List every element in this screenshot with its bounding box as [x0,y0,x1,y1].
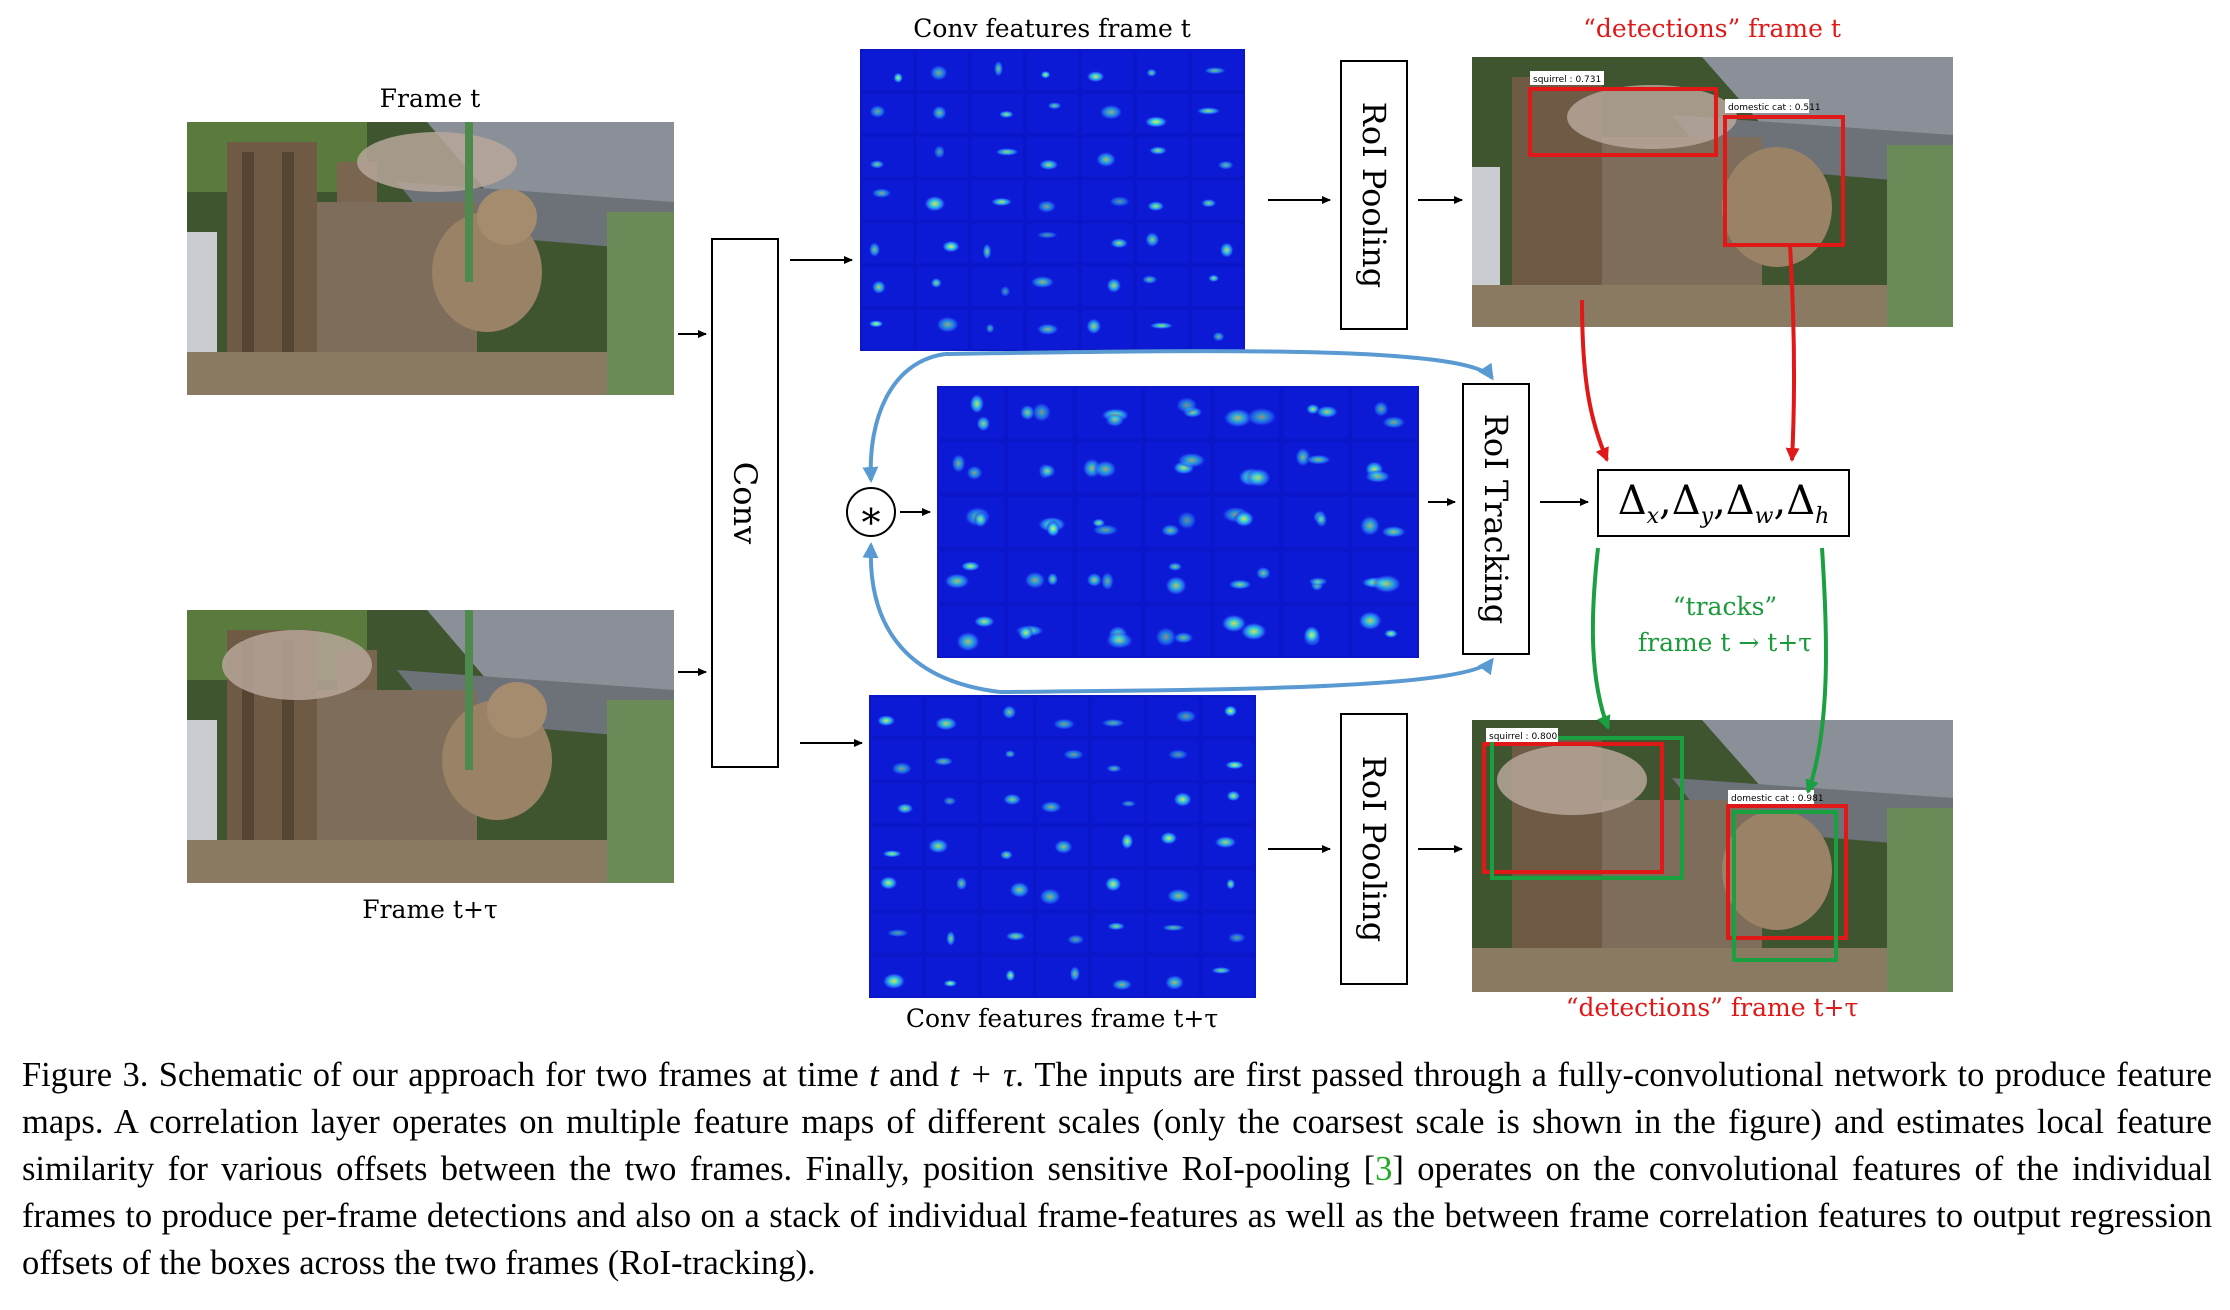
frame-t-label: Frame t [379,84,481,113]
correlation-symbol: ∗ [858,493,884,537]
green-arrow-offsets-to-cat-track [1805,547,1829,794]
caption-part: ] operates on the convolutional features… [22,1150,2212,1282]
cat-detection-box [1723,115,1845,247]
figure-caption: Figure 3. Schematic of our approach for … [22,1052,2212,1287]
conv-features-t-tau-map [869,695,1256,998]
tracks-label: “tracks” [1672,592,1778,621]
frame-t-image [187,122,674,395]
roi-pooling-top-block: RoI Pooling [1340,60,1408,330]
regression-offsets-box: Δx, Δy, Δw, Δh [1597,469,1850,537]
caption-part: and [878,1056,950,1094]
detections-t-label: “detections” frame t [1583,14,1841,43]
cat-score-label: domestic cat : 0.511 [1728,103,1821,113]
caption-citation[interactable]: 3 [1375,1150,1393,1188]
cat-track-box [1732,810,1838,962]
cat-detection-box [1726,804,1848,940]
conv-features-t-map [860,49,1245,351]
red-arrow-squirrel-to-offsets [1580,299,1609,462]
tracks-frames-label: frame t → t+τ [1637,628,1813,657]
correlation-features-map [937,386,1419,658]
correlation-node: ∗ [846,487,896,537]
blue-arrow-features-t-to-roi-tracking [944,349,1494,381]
detections-t-image: squirrel : 0.731 domestic cat : 0.511 [1472,57,1953,327]
squirrel-detection-box [1482,742,1664,874]
roi-tracking-block: RoI Tracking [1462,383,1530,655]
delta-x: Δx, [1617,477,1672,529]
squirrel-track-box [1490,736,1684,880]
detections-t-tau-image: squirrel : 0.800 domestic cat : 0.981 [1472,720,1953,992]
arrow-overlay [678,196,1829,853]
roi-pooling-bottom-block: RoI Pooling [1340,713,1408,985]
green-arrow-offsets-to-squirrel-track [1590,547,1611,730]
squirrel-score-label: squirrel : 0.800 [1489,732,1557,742]
blue-arrow-features-t-to-correlation [862,352,946,483]
caption-math-t: t [869,1056,879,1094]
delta-y: Δy, [1671,477,1726,529]
caption-part: Figure 3. Schematic of our approach for … [22,1056,870,1094]
squirrel-score-label: squirrel : 0.731 [1533,75,1601,85]
caption-math-t-tau: t + τ [949,1056,1016,1094]
conv-features-t-tau-label: Conv features frame t+τ [905,1004,1219,1033]
red-arrow-cat-to-offsets [1785,244,1800,462]
delta-h: Δh [1786,477,1830,529]
conv-block: Conv [711,238,779,768]
frame-t-tau-label: Frame t+τ [362,895,498,924]
detections-t-tau-label: “detections” frame t+τ [1565,993,1859,1022]
blue-arrow-features-t-tau-to-correlation [862,542,1001,694]
delta-w: Δw, [1725,477,1787,529]
squirrel-detection-box [1528,87,1718,157]
caption-part: . The inputs are first passed through a … [22,1056,2212,1188]
cat-score-label: domestic cat : 0.981 [1731,794,1824,804]
frame-t-tau-image [187,610,674,883]
blue-arrow-features-t-tau-to-roi-tracking [999,657,1494,694]
conv-features-t-label: Conv features frame t [913,14,1191,43]
